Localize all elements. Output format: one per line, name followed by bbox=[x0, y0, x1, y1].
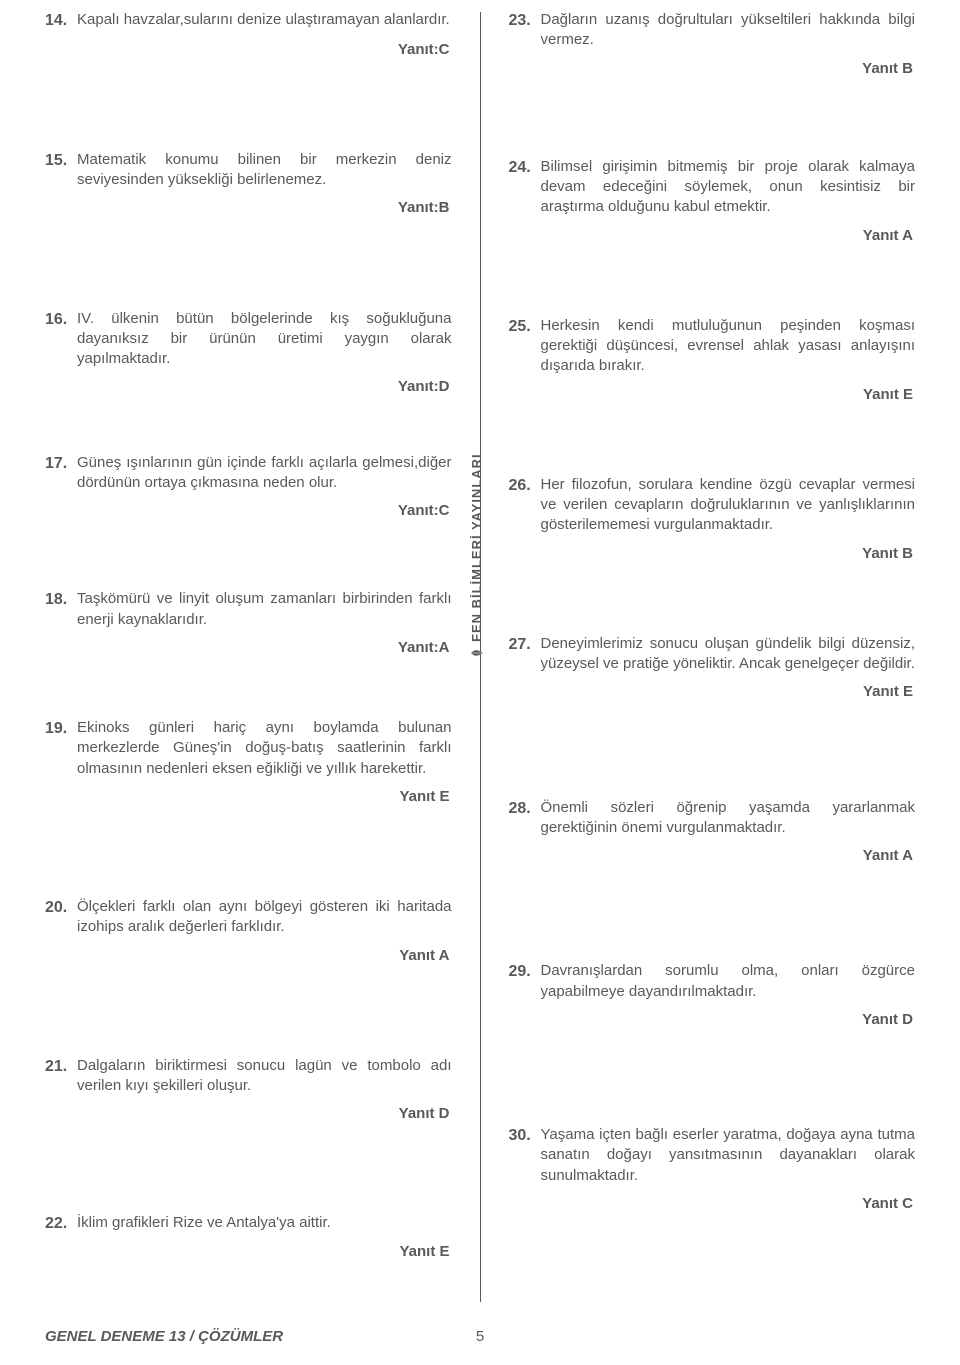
question-row: 15.Matematik konumu bilinen bir merkezin… bbox=[45, 150, 452, 191]
answer-label: Yanıt B bbox=[509, 59, 916, 79]
question-number: 19. bbox=[45, 718, 77, 779]
question-item: 30.Yaşama içten bağlı eserler yaratma, d… bbox=[509, 1030, 916, 1214]
answer-label: Yanıt:C bbox=[45, 501, 452, 521]
page-footer: GENEL DENEME 13 / ÇÖZÜMLER 5 bbox=[45, 1327, 915, 1347]
question-row: 29.Davranışlardan sorumlu olma, onları ö… bbox=[509, 961, 916, 1002]
question-row: 24.Bilimsel girişimin bitmemiş bir proje… bbox=[509, 157, 916, 218]
question-item: 21.Dalgaların biriktirmesi sonucu lagün … bbox=[45, 966, 452, 1125]
question-row: 21.Dalgaların biriktirmesi sonucu lagün … bbox=[45, 1056, 452, 1097]
publisher-label-text: FEN BİLİMLERİ YAYINLARI bbox=[468, 453, 486, 642]
question-number: 15. bbox=[45, 150, 77, 191]
question-number: 17. bbox=[45, 453, 77, 494]
question-text: Ölçekleri farklı olan aynı bölgeyi göste… bbox=[77, 897, 452, 938]
answer-label: Yanıt E bbox=[45, 787, 452, 807]
question-item: 22.İklim grafikleri Rize ve Antalya'ya a… bbox=[45, 1125, 452, 1263]
question-row: 26.Her filozofun, sorulara kendine özgü … bbox=[509, 475, 916, 536]
question-item: 24.Bilimsel girişimin bitmemiş bir proje… bbox=[509, 79, 916, 246]
answer-label: Yanıt D bbox=[509, 1010, 916, 1030]
answer-label: Yanıt:A bbox=[45, 638, 452, 658]
question-text: Yaşama içten bağlı eserler yaratma, doğa… bbox=[541, 1125, 916, 1186]
question-text: Kapalı havzalar,sularını denize ulaştıra… bbox=[77, 10, 452, 32]
question-item: 17.Güneş ışınlarının gün içinde farklı a… bbox=[45, 398, 452, 522]
question-row: 22.İklim grafikleri Rize ve Antalya'ya a… bbox=[45, 1213, 452, 1235]
question-item: 20.Ölçekleri farklı olan aynı bölgeyi gö… bbox=[45, 807, 452, 966]
question-row: 20.Ölçekleri farklı olan aynı bölgeyi gö… bbox=[45, 897, 452, 938]
question-text: Her filozofun, sorulara kendine özgü cev… bbox=[541, 475, 916, 536]
question-row: 17.Güneş ışınlarının gün içinde farklı a… bbox=[45, 453, 452, 494]
answer-label: Yanıt E bbox=[509, 682, 916, 702]
footer-page-number: 5 bbox=[476, 1327, 484, 1347]
left-column: 14.Kapalı havzalar,sularını denize ulaşt… bbox=[45, 10, 480, 1310]
question-number: 16. bbox=[45, 309, 77, 370]
question-text: Matematik konumu bilinen bir merkezin de… bbox=[77, 150, 452, 191]
question-number: 23. bbox=[509, 10, 541, 51]
answer-label: Yanıt A bbox=[509, 226, 916, 246]
answer-label: Yanıt B bbox=[509, 544, 916, 564]
answer-label: Yanıt C bbox=[509, 1194, 916, 1214]
question-item: 25.Herkesin kendi mutluluğunun peşinden … bbox=[509, 246, 916, 405]
question-row: 18.Taşkömürü ve linyit oluşum zamanları … bbox=[45, 589, 452, 630]
answer-label: Yanıt:D bbox=[45, 377, 452, 397]
question-row: 16.IV. ülkenin bütün bölgelerinde kış so… bbox=[45, 309, 452, 370]
question-number: 30. bbox=[509, 1125, 541, 1186]
question-number: 27. bbox=[509, 634, 541, 675]
question-text: Taşkömürü ve linyit oluşum zamanları bir… bbox=[77, 589, 452, 630]
question-text: Bilimsel girişimin bitmemiş bir proje ol… bbox=[541, 157, 916, 218]
leaf-icon bbox=[470, 646, 484, 660]
answer-label: Yanıt A bbox=[45, 946, 452, 966]
question-item: 15.Matematik konumu bilinen bir merkezin… bbox=[45, 60, 452, 219]
publisher-vertical-label: FEN BİLİMLERİ YAYINLARI bbox=[468, 453, 486, 660]
question-row: 25.Herkesin kendi mutluluğunun peşinden … bbox=[509, 316, 916, 377]
question-row: 27.Deneyimlerimiz sonucu oluşan gündelik… bbox=[509, 634, 916, 675]
question-text: Güneş ışınlarının gün içinde farklı açıl… bbox=[77, 453, 452, 494]
question-number: 20. bbox=[45, 897, 77, 938]
question-number: 26. bbox=[509, 475, 541, 536]
question-row: 30.Yaşama içten bağlı eserler yaratma, d… bbox=[509, 1125, 916, 1186]
right-column: 23.Dağların uzanış doğrultuları yükselti… bbox=[481, 10, 916, 1310]
question-row: 28.Önemli sözleri öğrenip yaşamda yararl… bbox=[509, 798, 916, 839]
question-item: 16.IV. ülkenin bütün bölgelerinde kış so… bbox=[45, 219, 452, 398]
question-text: Herkesin kendi mutluluğunun peşinden koş… bbox=[541, 316, 916, 377]
question-text: Ekinoks günleri hariç aynı boylamda bulu… bbox=[77, 718, 452, 779]
question-number: 18. bbox=[45, 589, 77, 630]
question-text: Davranışlardan sorumlu olma, onları özgü… bbox=[541, 961, 916, 1002]
question-text: İklim grafikleri Rize ve Antalya'ya aitt… bbox=[77, 1213, 452, 1235]
question-number: 14. bbox=[45, 10, 77, 32]
question-item: 14.Kapalı havzalar,sularını denize ulaşt… bbox=[45, 10, 452, 60]
question-item: 23.Dağların uzanış doğrultuları yükselti… bbox=[509, 10, 916, 79]
question-item: 18.Taşkömürü ve linyit oluşum zamanları … bbox=[45, 521, 452, 658]
question-item: 26.Her filozofun, sorulara kendine özgü … bbox=[509, 405, 916, 564]
question-text: Önemli sözleri öğrenip yaşamda yararlanm… bbox=[541, 798, 916, 839]
question-text: IV. ülkenin bütün bölgelerinde kış soğuk… bbox=[77, 309, 452, 370]
question-number: 29. bbox=[509, 961, 541, 1002]
question-row: 14.Kapalı havzalar,sularını denize ulaşt… bbox=[45, 10, 452, 32]
question-text: Deneyimlerimiz sonucu oluşan gündelik bi… bbox=[541, 634, 916, 675]
answer-label: Yanıt E bbox=[45, 1242, 452, 1262]
question-number: 21. bbox=[45, 1056, 77, 1097]
question-number: 24. bbox=[509, 157, 541, 218]
answer-label: Yanıt:B bbox=[45, 198, 452, 218]
question-item: 28.Önemli sözleri öğrenip yaşamda yararl… bbox=[509, 703, 916, 867]
question-text: Dalgaların biriktirmesi sonucu lagün ve … bbox=[77, 1056, 452, 1097]
question-row: 23.Dağların uzanış doğrultuları yükselti… bbox=[509, 10, 916, 51]
question-item: 19.Ekinoks günleri hariç aynı boylamda b… bbox=[45, 658, 452, 807]
content-columns: 14.Kapalı havzalar,sularını denize ulaşt… bbox=[45, 10, 915, 1310]
question-text: Dağların uzanış doğrultuları yükseltiler… bbox=[541, 10, 916, 51]
answer-label: Yanıt D bbox=[45, 1104, 452, 1124]
question-row: 19.Ekinoks günleri hariç aynı boylamda b… bbox=[45, 718, 452, 779]
answer-label: Yanıt E bbox=[509, 385, 916, 405]
question-number: 25. bbox=[509, 316, 541, 377]
question-item: 29.Davranışlardan sorumlu olma, onları ö… bbox=[509, 866, 916, 1030]
question-number: 28. bbox=[509, 798, 541, 839]
question-number: 22. bbox=[45, 1213, 77, 1235]
answer-label: Yanıt A bbox=[509, 846, 916, 866]
answer-label: Yanıt:C bbox=[45, 40, 452, 60]
question-item: 27.Deneyimlerimiz sonucu oluşan gündelik… bbox=[509, 564, 916, 703]
